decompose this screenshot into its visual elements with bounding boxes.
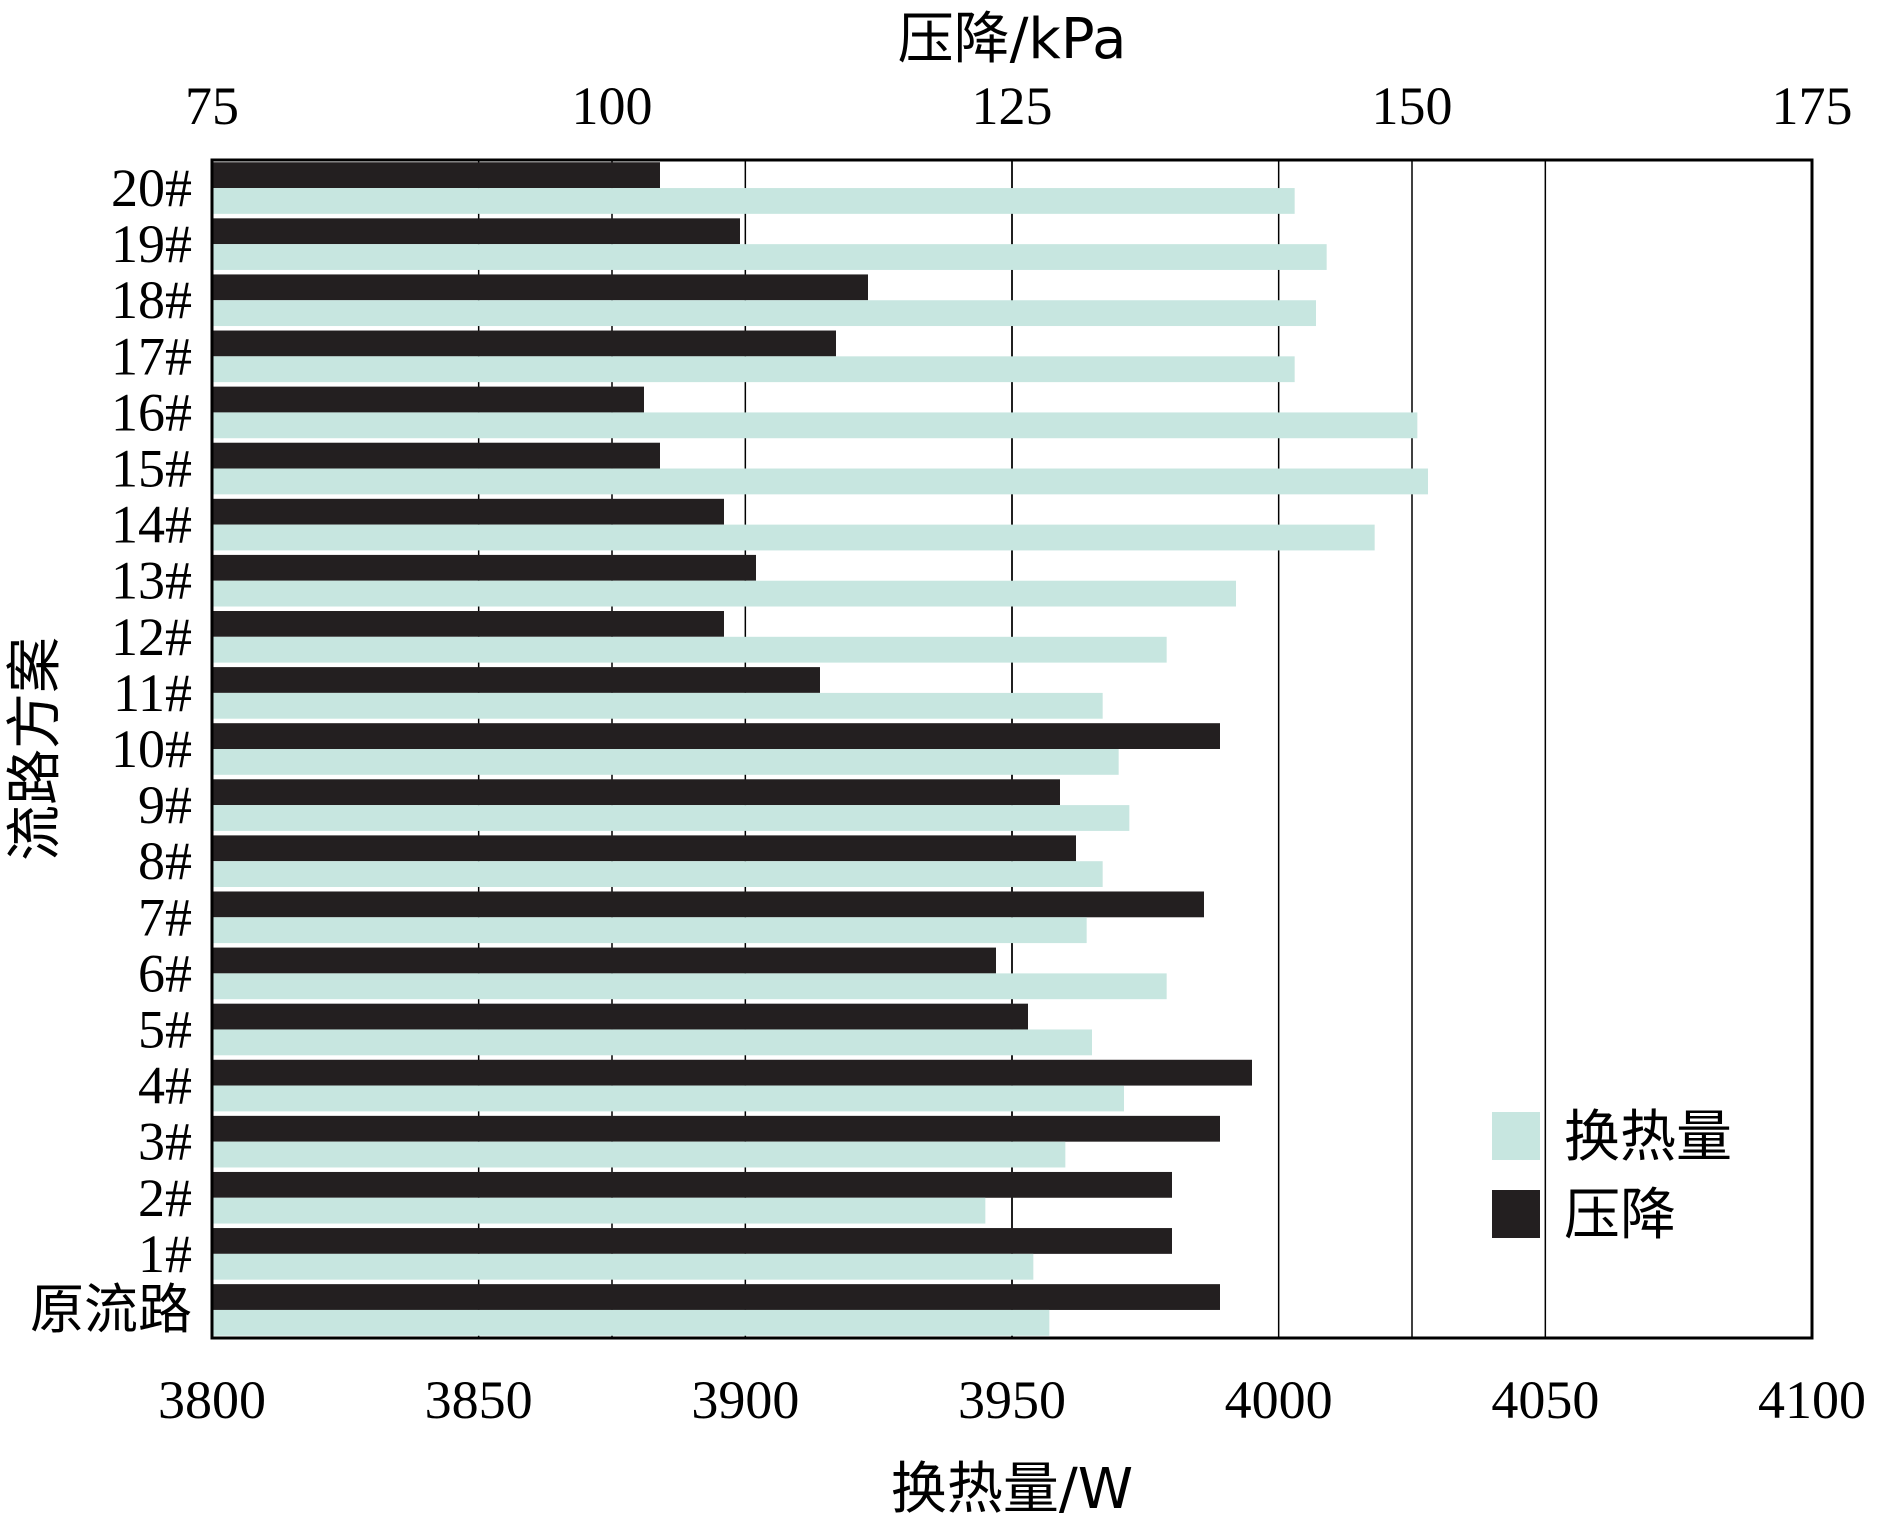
category-label: 19# bbox=[111, 214, 192, 274]
bar-heat bbox=[212, 917, 1087, 944]
bar-heat bbox=[212, 300, 1316, 327]
legend: 换热量 压降 bbox=[1492, 1105, 1732, 1248]
legend-label-pressure: 压降 bbox=[1564, 1183, 1676, 1248]
top-tick-label: 150 bbox=[1372, 76, 1453, 136]
category-label: 5# bbox=[138, 999, 192, 1059]
bar-heat bbox=[212, 636, 1167, 663]
bar-pressure bbox=[212, 498, 724, 525]
category-label: 9# bbox=[138, 775, 192, 835]
category-label: 1# bbox=[138, 1224, 192, 1284]
bar-pressure bbox=[212, 835, 1076, 862]
bar-heat bbox=[212, 1029, 1092, 1056]
bar-pressure bbox=[212, 386, 644, 413]
bar-heat bbox=[212, 412, 1418, 439]
category-label: 8# bbox=[138, 831, 192, 891]
top-tick-label: 75 bbox=[185, 76, 239, 136]
bar-heat bbox=[212, 1141, 1066, 1168]
bottom-tick-label: 3800 bbox=[158, 1370, 266, 1430]
bottom-tick-label: 4050 bbox=[1491, 1370, 1599, 1430]
bar-heat bbox=[212, 468, 1428, 495]
category-label: 6# bbox=[138, 943, 192, 1003]
category-label: 10# bbox=[111, 719, 192, 779]
bar-pressure bbox=[212, 611, 724, 637]
legend-swatch-pressure bbox=[1492, 1190, 1540, 1238]
category-label: 15# bbox=[111, 439, 192, 499]
category-label: 3# bbox=[138, 1112, 192, 1172]
category-label: 原流路 bbox=[30, 1280, 192, 1340]
bar-pressure bbox=[212, 162, 660, 189]
bar-heat bbox=[212, 1309, 1050, 1336]
bottom-tick-label: 3850 bbox=[425, 1370, 533, 1430]
category-label: 4# bbox=[138, 1056, 192, 1116]
bars-layer bbox=[212, 162, 1428, 1336]
bar-pressure bbox=[212, 1228, 1172, 1254]
bar-pressure bbox=[212, 891, 1204, 918]
bar-heat bbox=[212, 692, 1103, 719]
category-label: 17# bbox=[111, 326, 192, 386]
bar-pressure bbox=[212, 442, 660, 469]
bar-heat bbox=[212, 188, 1295, 214]
bar-heat bbox=[212, 244, 1327, 270]
bar-heat bbox=[212, 524, 1375, 551]
bar-pressure bbox=[212, 1284, 1220, 1310]
bar-heat bbox=[212, 1197, 986, 1224]
category-label: 18# bbox=[111, 270, 192, 330]
bar-pressure bbox=[212, 723, 1220, 749]
category-label: 11# bbox=[113, 663, 192, 723]
y-axis-title: 流路方案 bbox=[3, 637, 68, 861]
bar-pressure bbox=[212, 218, 740, 245]
top-tick-label: 125 bbox=[972, 76, 1053, 136]
legend-label-heat: 换热量 bbox=[1564, 1105, 1732, 1170]
bar-heat bbox=[212, 356, 1295, 383]
bottom-tick-label: 4000 bbox=[1225, 1370, 1333, 1430]
legend-swatch-heat bbox=[1492, 1112, 1540, 1160]
bar-heat bbox=[212, 1253, 1034, 1280]
bar-pressure bbox=[212, 947, 996, 974]
bar-pressure bbox=[212, 1059, 1252, 1086]
ticks-layer: 3800 3850 3900 3950 4000 4050 4100 75 100 125 150 1… bbox=[158, 76, 1866, 1430]
bottom-axis-title: 换热量/W bbox=[891, 1457, 1133, 1522]
bar-heat bbox=[212, 580, 1236, 607]
category-label: 2# bbox=[138, 1168, 192, 1228]
bar-heat bbox=[212, 861, 1103, 887]
category-label: 13# bbox=[111, 551, 192, 611]
bar-heat bbox=[212, 749, 1119, 775]
bottom-tick-label: 3950 bbox=[958, 1370, 1066, 1430]
category-label: 7# bbox=[138, 887, 192, 947]
top-axis-title: 压降/kPa bbox=[898, 7, 1127, 72]
bar-pressure bbox=[212, 667, 820, 693]
top-tick-label: 175 bbox=[1772, 76, 1853, 136]
bar-pressure bbox=[212, 330, 836, 357]
bar-pressure bbox=[212, 274, 868, 301]
category-labels: 原流路1#2#3#4#5#6#7#8#9#10#11#12#13#14#15#1… bbox=[30, 158, 192, 1340]
bar-heat bbox=[212, 1085, 1124, 1112]
top-tick-label: 100 bbox=[572, 76, 653, 136]
bar-heat bbox=[212, 973, 1167, 1000]
bottom-tick-label: 3900 bbox=[691, 1370, 799, 1430]
category-label: 14# bbox=[111, 495, 192, 555]
bar-pressure bbox=[212, 554, 756, 581]
bar-heat bbox=[212, 805, 1130, 831]
bar-pressure bbox=[212, 1171, 1172, 1198]
bar-pressure bbox=[212, 779, 1060, 806]
bottom-tick-label: 4100 bbox=[1758, 1370, 1866, 1430]
bar-pressure bbox=[212, 1115, 1220, 1142]
category-label: 16# bbox=[111, 382, 192, 442]
plot-frame bbox=[210, 158, 1814, 1340]
category-label: 20# bbox=[111, 158, 192, 218]
bar-pressure bbox=[212, 1003, 1028, 1030]
category-label: 12# bbox=[111, 607, 192, 667]
